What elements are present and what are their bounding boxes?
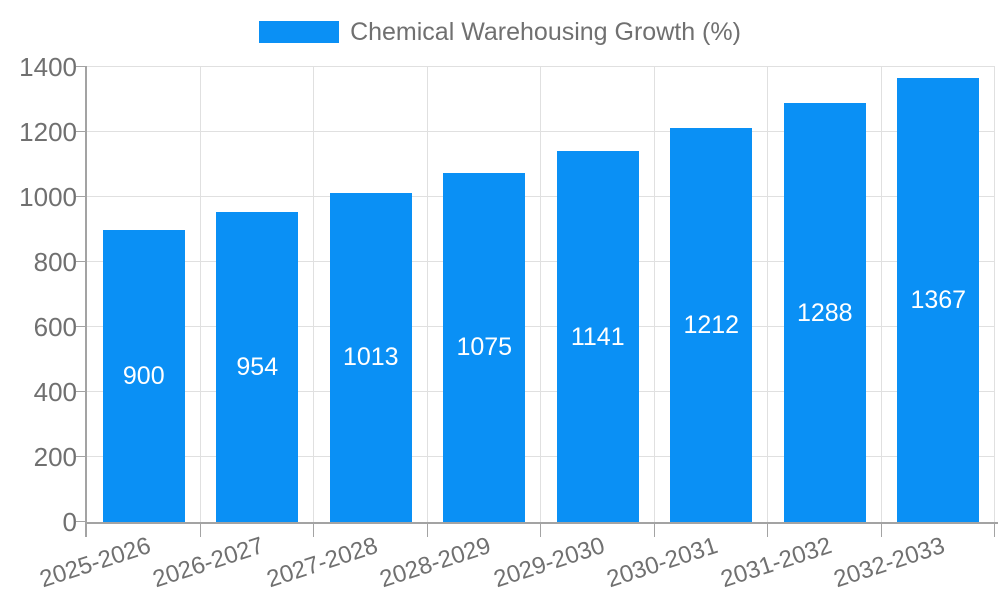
bar-value-label: 1075 <box>456 333 513 362</box>
y-axis-tick <box>76 131 87 132</box>
y-axis-tick <box>76 196 87 197</box>
h-gridline <box>87 131 995 132</box>
bar-value-label: 1013 <box>342 343 399 372</box>
y-axis-tick <box>76 521 87 522</box>
y-axis-tick <box>76 326 87 327</box>
y-axis-tick <box>76 66 87 67</box>
y-axis-tick <box>76 391 87 392</box>
bar-value-label: 1141 <box>570 322 625 351</box>
x-axis-tick <box>994 522 995 537</box>
h-gridline <box>87 261 995 262</box>
y-axis-label: 800 <box>33 247 77 277</box>
v-gridline <box>653 67 655 522</box>
bar-2029-2030[interactable] <box>556 151 639 522</box>
legend-swatch <box>259 21 340 43</box>
y-axis-tick <box>76 456 87 457</box>
y-axis-tick <box>76 261 87 262</box>
chart-legend[interactable]: Chemical Warehousing Growth (%) <box>0 17 1000 46</box>
v-gridline <box>540 67 541 522</box>
v-gridline <box>767 67 768 522</box>
h-gridline <box>87 66 995 67</box>
bar-2031-2032[interactable] <box>783 103 866 522</box>
y-axis-label: 1000 <box>19 182 77 212</box>
y-axis-label: 1200 <box>19 117 77 147</box>
x-axis-tick <box>767 522 768 537</box>
v-gridline <box>994 67 995 522</box>
legend-label: Chemical Warehousing Growth (%) <box>350 17 741 46</box>
bar-2030-2031[interactable] <box>670 128 753 522</box>
y-axis-label: 400 <box>33 377 77 407</box>
x-axis-line <box>87 522 998 524</box>
x-axis-tick <box>199 522 201 537</box>
bar-2028-2029[interactable] <box>443 172 526 522</box>
v-gridline <box>199 67 201 522</box>
y-axis-line <box>85 67 87 537</box>
x-axis-tick <box>653 522 655 537</box>
h-gridline <box>87 456 995 457</box>
h-gridline <box>87 391 995 392</box>
bar-value-label: 1367 <box>910 285 967 314</box>
h-gridline <box>87 196 995 197</box>
bar-value-label: 1212 <box>683 311 740 340</box>
y-axis-label: 0 <box>62 507 77 537</box>
v-gridline <box>880 67 882 522</box>
bar-2032-2033[interactable] <box>897 77 980 522</box>
x-axis-tick <box>313 522 314 537</box>
h-gridline <box>87 326 995 327</box>
bar-value-label: 900 <box>122 361 165 390</box>
bar-value-label: 954 <box>236 352 279 381</box>
x-axis-tick <box>426 522 428 537</box>
v-gridline <box>426 67 428 522</box>
x-axis-tick <box>880 522 882 537</box>
y-axis-label: 1400 <box>19 52 77 82</box>
v-gridline <box>313 67 314 522</box>
bar-2026-2027[interactable] <box>216 211 299 522</box>
bar-value-label: 1288 <box>796 298 853 327</box>
bar-2027-2028[interactable] <box>329 192 412 522</box>
x-axis-tick <box>540 522 541 537</box>
y-axis-label: 600 <box>33 312 77 342</box>
bar-2025-2026[interactable] <box>102 229 185 522</box>
y-axis-label: 200 <box>33 442 77 472</box>
